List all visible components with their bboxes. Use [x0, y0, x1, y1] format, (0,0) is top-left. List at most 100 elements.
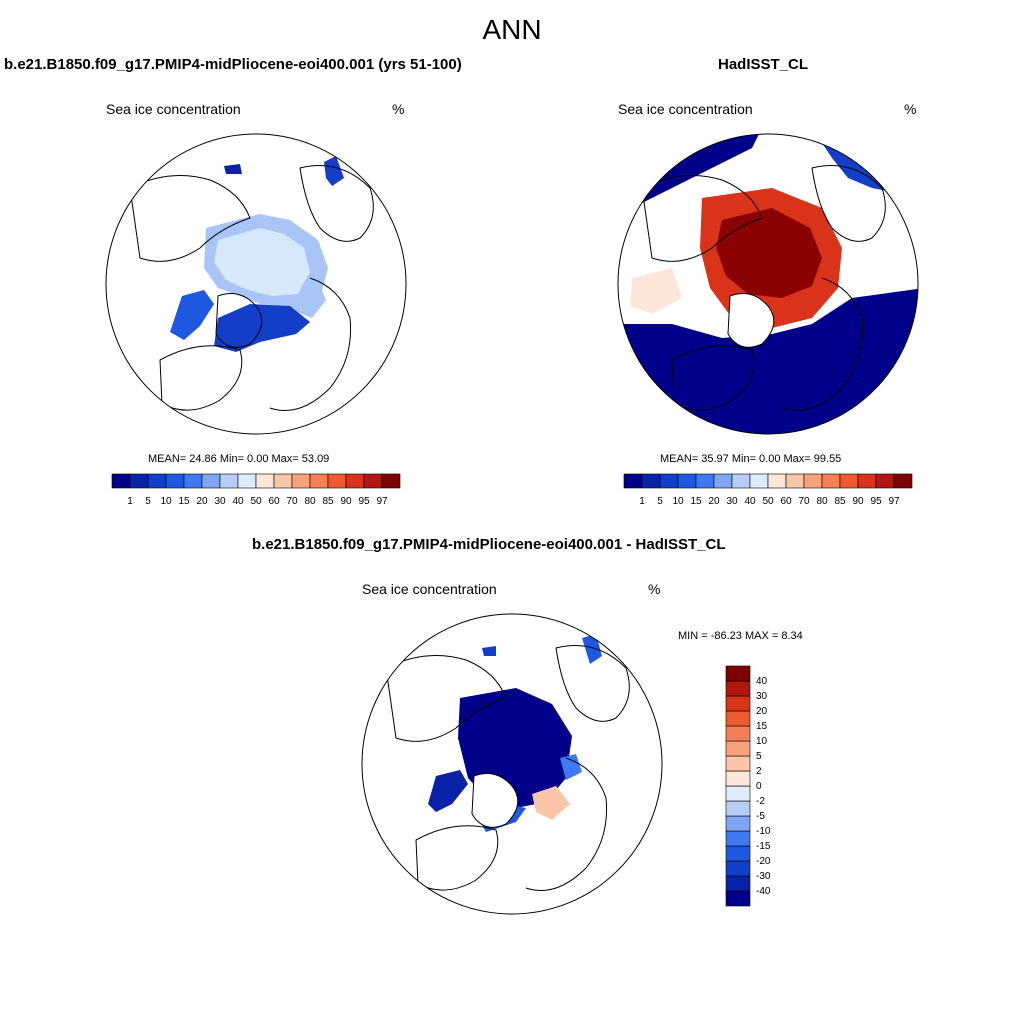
model-ice-okhotsk	[224, 164, 242, 174]
diff-colorbar-box-7	[725, 785, 751, 802]
map-obs	[617, 133, 919, 435]
obs-colorbar-tick-6: 40	[744, 496, 756, 507]
diff-colorbar-box-8	[725, 770, 751, 787]
diff-ice-loss-baffin	[428, 770, 468, 812]
panel-diff-stats: MIN = -86.23 MAX = 8.34	[678, 630, 803, 642]
obs-colorbar-box-8	[767, 473, 787, 489]
obs-colorbar-tick-1: 5	[657, 496, 663, 507]
diff-colorbar-box-14	[725, 680, 751, 697]
obs-colorbar-tick-10: 80	[816, 496, 828, 507]
obs-colorbar-tick-12: 90	[852, 496, 864, 507]
panel-diff-units: %	[648, 581, 661, 597]
model-colorbar-tick-7: 50	[250, 496, 262, 507]
obs-colorbar-tick-7: 50	[762, 496, 774, 507]
diff-colorbar-tick-8: 2	[756, 766, 762, 777]
diff-colorbar-tick-11: 15	[756, 721, 768, 732]
model-colorbar-box-15	[381, 473, 401, 489]
obs-coast-siberia	[641, 175, 763, 262]
panel-model-stats: MEAN= 24.86 Min= 0.00 Max= 53.09	[148, 453, 330, 465]
model-colorbar-tick-11: 85	[322, 496, 334, 507]
model-ice-bering	[324, 156, 344, 186]
model-coast-europe	[159, 345, 243, 411]
diff-colorbar-box-6	[725, 800, 751, 817]
diff-colorbar-tick-13: 30	[756, 691, 768, 702]
panel-obs-stats: MEAN= 35.97 Min= 0.00 Max= 99.55	[660, 453, 842, 465]
obs-colorbar-box-1	[641, 473, 661, 489]
diff-colorbar-tick-7: 0	[756, 781, 762, 792]
panel-obs-variable: Sea ice concentration	[618, 101, 753, 117]
obs-colorbar-box-9	[785, 473, 805, 489]
obs-colorbar-tick-9: 70	[798, 496, 810, 507]
colorbar-model: 1 5 10 15 20 30 40 50 60 70 80 85 90 95 97	[111, 473, 401, 507]
model-map-border	[105, 133, 407, 435]
obs-coast-greenland	[727, 293, 775, 348]
diff-coast-greenland	[471, 773, 519, 828]
obs-colorbar-box-14	[875, 473, 895, 489]
diff-colorbar-tick-3: -15	[756, 841, 771, 852]
diff-ice-gain-barents	[532, 786, 570, 820]
model-colorbar-box-14	[363, 473, 383, 489]
obs-colorbar-box-15	[893, 473, 913, 489]
obs-colorbar-tick-11: 85	[834, 496, 846, 507]
obs-colorbar-box-0	[623, 473, 643, 489]
obs-ice-hudson	[630, 268, 682, 314]
panel-obs-title: HadISST_CL	[718, 56, 809, 73]
diff-colorbar-box-4	[725, 830, 751, 847]
model-colorbar-tick-0: 1	[127, 496, 133, 507]
model-colorbar-tick-5: 30	[214, 496, 226, 507]
model-ice-core	[214, 228, 310, 296]
obs-colorbar-box-2	[659, 473, 679, 489]
diff-coast-europe	[415, 825, 499, 891]
model-ice-baffin	[170, 290, 214, 340]
obs-colorbar-tick-2: 10	[672, 496, 684, 507]
model-colorbar-box-10	[291, 473, 311, 489]
model-colorbar-box-9	[273, 473, 293, 489]
obs-coast-canada	[781, 277, 864, 411]
diff-colorbar-tick-0: -40	[756, 886, 771, 897]
diff-coast-canada	[525, 757, 608, 891]
diff-colorbar-box-10	[725, 740, 751, 757]
diff-ice-bering	[582, 634, 602, 664]
diff-colorbar-box-1	[725, 875, 751, 892]
obs-colorbar-tick-13: 95	[870, 496, 882, 507]
model-colorbar-tick-9: 70	[286, 496, 298, 507]
obs-ice-core	[716, 208, 822, 298]
obs-colorbar-box-10	[803, 473, 823, 489]
panel-model-variable: Sea ice concentration	[106, 101, 241, 117]
model-coast-canada	[269, 277, 352, 411]
diff-ice-loss-kara	[560, 754, 582, 780]
model-colorbar-box-2	[147, 473, 167, 489]
model-colorbar-box-5	[201, 473, 221, 489]
model-colorbar-box-6	[219, 473, 239, 489]
model-coast-alaska	[299, 165, 374, 242]
diff-colorbar-box-12	[725, 710, 751, 727]
model-colorbar-box-7	[237, 473, 257, 489]
diff-colorbar-tick-12: 20	[756, 706, 768, 717]
diff-coast-alaska	[555, 645, 630, 722]
diff-colorbar-box-5	[725, 815, 751, 832]
diff-colorbar-box-3	[725, 845, 751, 862]
diff-colorbar-box-13	[725, 695, 751, 712]
obs-coast-alaska	[811, 165, 886, 242]
map-model	[105, 133, 407, 435]
diff-colorbar-box-0	[725, 890, 751, 907]
model-colorbar-box-13	[345, 473, 365, 489]
diff-colorbar-tick-6: -2	[756, 796, 765, 807]
model-colorbar-tick-2: 10	[160, 496, 172, 507]
obs-colorbar-tick-0: 1	[639, 496, 645, 507]
model-colorbar-tick-13: 95	[358, 496, 370, 507]
panel-model-units: %	[392, 101, 405, 117]
diff-colorbar-tick-14: 40	[756, 676, 768, 687]
diff-colorbar-tick-10: 10	[756, 736, 768, 747]
panel-diff-variable: Sea ice concentration	[362, 581, 497, 597]
model-colorbar-tick-4: 20	[196, 496, 208, 507]
obs-colorbar-box-11	[821, 473, 841, 489]
obs-colorbar-tick-8: 60	[780, 496, 792, 507]
model-coast-greenland	[215, 293, 263, 348]
diff-colorbar-tick-4: -10	[756, 826, 771, 837]
model-colorbar-tick-12: 90	[340, 496, 352, 507]
obs-colorbar-box-13	[857, 473, 877, 489]
obs-colorbar-box-12	[839, 473, 859, 489]
obs-ice-atlantic	[618, 288, 918, 434]
